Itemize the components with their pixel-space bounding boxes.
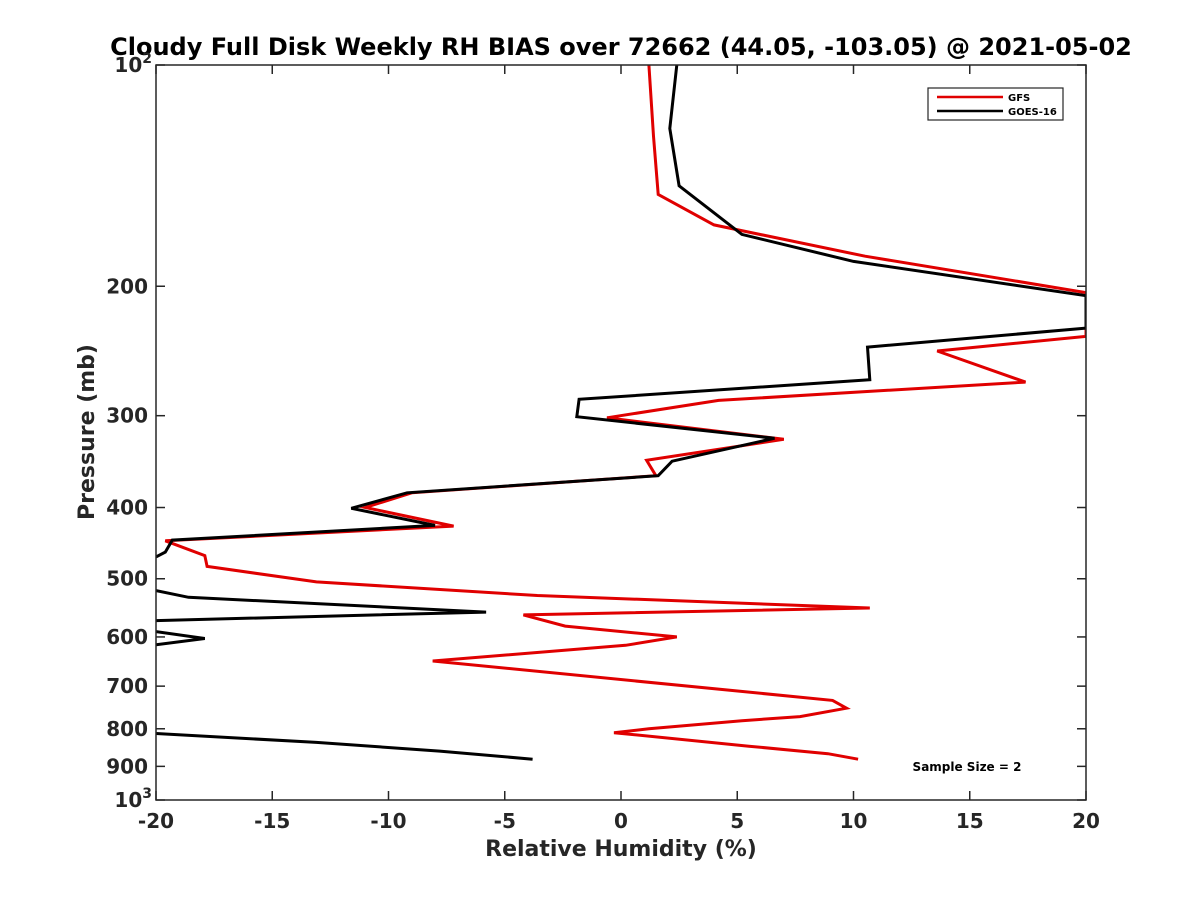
legend-items: GFS GOES-16 — [937, 93, 1057, 118]
x-tick-label: -5 — [494, 809, 516, 833]
y-tick-label: 600 — [106, 625, 148, 649]
plot-area-frame — [155, 64, 1087, 801]
x-tick-label: 20 — [1072, 809, 1100, 833]
x-tick-label: 10 — [840, 809, 868, 833]
series-line-goes-16-1 — [156, 64, 1086, 559]
legend-label-gfs: GFS — [1008, 93, 1030, 104]
sample-size-annotation: Sample Size = 2 — [913, 760, 1022, 774]
series-line-goes-16-4 — [156, 732, 533, 761]
series-line-goes-16-2 — [156, 589, 487, 623]
chart-title: Cloudy Full Disk Weekly RH BIAS over 726… — [110, 33, 1132, 61]
series-line-goes-16-3 — [156, 630, 206, 647]
x-tick-label: -15 — [254, 809, 290, 833]
y-tick-label: 500 — [106, 567, 148, 591]
y-tick-label: 400 — [106, 496, 148, 520]
y-tick-label: 800 — [106, 717, 148, 741]
x-tick-label: 5 — [730, 809, 744, 833]
x-tick-label: 0 — [614, 809, 628, 833]
y-tick-label: 300 — [106, 404, 148, 428]
x-tick-label: 15 — [956, 809, 984, 833]
axis-ticks: -20 -15 -10 -5 0 5 10 15 20 102 200 300 400 500 600 700… — [106, 51, 1100, 833]
y-tick-label: 900 — [106, 754, 148, 778]
legend-box — [927, 87, 1064, 121]
legend-label-goes-16: GOES-16 — [1008, 107, 1057, 118]
y-tick-label: 102 — [114, 51, 152, 77]
y-tick-label: 700 — [106, 674, 148, 698]
y-tick-label: 103 — [114, 786, 152, 812]
x-tick-label: -20 — [138, 809, 174, 833]
legend: GFS GOES-16 — [927, 87, 1064, 121]
x-tick-label: -10 — [370, 809, 406, 833]
series-line-gfs-0 — [164, 64, 1086, 761]
x-axis-label: Relative Humidity (%) — [485, 837, 757, 862]
series-lines — [156, 64, 1086, 761]
y-axis-label: Pressure (mb) — [75, 344, 100, 520]
y-tick-label: 200 — [106, 274, 148, 298]
